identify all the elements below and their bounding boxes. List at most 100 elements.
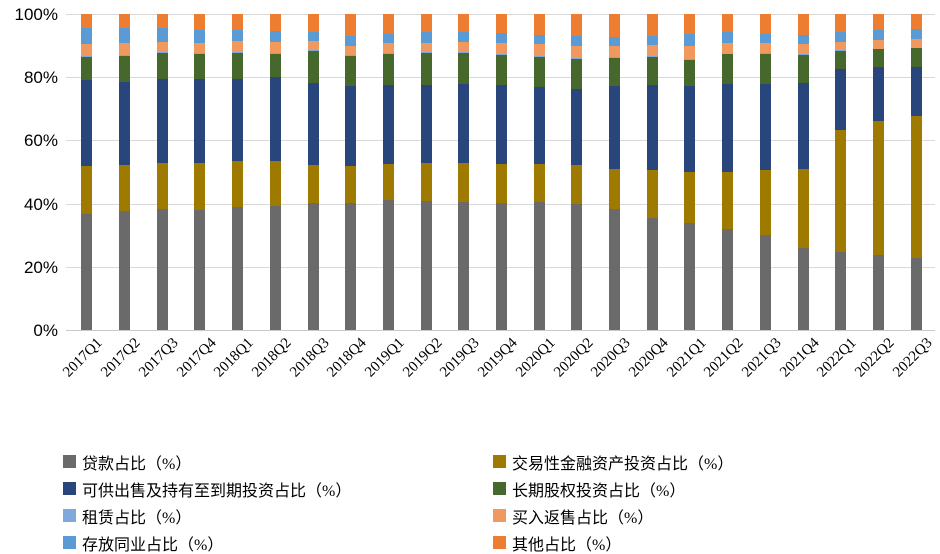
segment-loans [797,247,809,330]
bar-2018Q2 [256,14,294,330]
segment-other [722,14,734,33]
bar-2021Q2 [709,14,747,330]
bar-2021Q4 [784,14,822,330]
segment-long-term-equity [722,54,734,85]
legend-item-buy-resale: 买入返售占比（%） [493,503,733,528]
segment-afs-htm-investments [910,67,922,117]
legend-swatch-trading-financial-assets [493,455,506,468]
bar-2017Q2 [106,14,144,330]
stacked-bar [910,14,922,330]
stacked-bar [759,14,771,330]
segment-long-term-equity [571,59,583,90]
segment-loans [382,200,394,330]
segment-interbank-deposits [759,33,771,44]
stacked-bar [835,14,847,330]
segment-long-term-equity [382,53,394,86]
legend-swatch-loans [63,455,76,468]
legend-item-other: 其他占比（%） [493,530,733,554]
segment-trading-financial-assets [194,163,206,210]
segment-other [797,14,809,35]
segment-loans [307,203,319,330]
segment-afs-htm-investments [872,67,884,122]
segment-long-term-equity [232,52,244,79]
segment-loans [269,205,281,330]
legend-swatch-buy-resale [493,509,506,522]
x-tick-label: 2022Q3 [890,335,936,381]
segment-leasing [646,56,658,58]
stacked-bar [533,14,545,330]
segment-trading-financial-assets [910,116,922,258]
segment-leasing [458,51,470,53]
segment-interbank-deposits [194,29,206,43]
legend-label: 租赁占比（%） [82,509,192,527]
segment-buy-resale [307,41,319,51]
segment-trading-financial-assets [722,172,734,230]
segment-leasing [835,49,847,51]
segment-loans [156,208,168,330]
segment-interbank-deposits [382,33,394,44]
segment-leasing [872,48,884,50]
segment-trading-financial-assets [269,160,281,206]
segment-loans [420,200,432,330]
stacked-bar [194,14,206,330]
y-tick-label: 60% [23,131,58,151]
segment-loans [119,210,131,330]
segment-loans [609,209,621,330]
legend-label: 交易性金融资产投资占比（%） [512,455,734,473]
segment-leasing [684,58,696,60]
segment-other [835,14,847,33]
segment-other [345,14,357,37]
stacked-bar [797,14,809,330]
segment-interbank-deposits [797,34,809,45]
segment-interbank-deposits [345,36,357,46]
legend-item-afs-htm-investments: 可供出售及持有至到期投资占比（%） [63,476,351,501]
legend-label: 贷款占比（%） [82,455,192,473]
segment-interbank-deposits [835,32,847,42]
segment-afs-htm-investments [684,86,696,173]
segment-loans [232,207,244,330]
segment-other [872,14,884,31]
segment-trading-financial-assets [571,165,583,204]
segment-long-term-equity [609,58,621,87]
segment-interbank-deposits [458,31,470,42]
stacked-bar [609,14,621,330]
stacked-bar [81,14,93,330]
stacked-bar [571,14,583,330]
segment-leasing [307,50,319,51]
segment-buy-resale [458,41,470,52]
legend-item-leasing: 租赁占比（%） [63,503,351,528]
segment-leasing [495,54,507,56]
segment-other [910,14,922,30]
segment-interbank-deposits [119,28,131,43]
segment-trading-financial-assets [684,172,696,223]
segment-leasing [156,52,168,54]
segment-afs-htm-investments [646,85,658,171]
segment-other [646,14,658,36]
legend-item-trading-financial-assets: 交易性金融资产投资占比（%） [493,449,733,474]
segment-other [232,14,244,30]
segment-other [684,14,696,35]
segment-other [759,14,771,34]
bar-2020Q1 [520,14,558,330]
segment-trading-financial-assets [307,164,319,204]
bar-2022Q3 [897,14,935,330]
segment-loans [495,203,507,330]
legend-swatch-long-term-equity [493,482,506,495]
segment-loans [345,202,357,330]
segment-leasing [609,57,621,59]
bar-2022Q2 [860,14,898,330]
segment-buy-resale [495,43,507,55]
segment-long-term-equity [156,53,168,80]
legend-swatch-other [493,536,506,549]
segment-long-term-equity [684,59,696,87]
segment-interbank-deposits [571,35,583,46]
segment-trading-financial-assets [420,162,432,201]
stacked-bar [420,14,432,330]
segment-afs-htm-investments [119,81,131,166]
segment-buy-resale [910,39,922,48]
legend-item-long-term-equity: 长期股权投资占比（%） [493,476,733,501]
stacked-bar [722,14,734,330]
stacked-bar [345,14,357,330]
segment-afs-htm-investments [307,82,319,165]
